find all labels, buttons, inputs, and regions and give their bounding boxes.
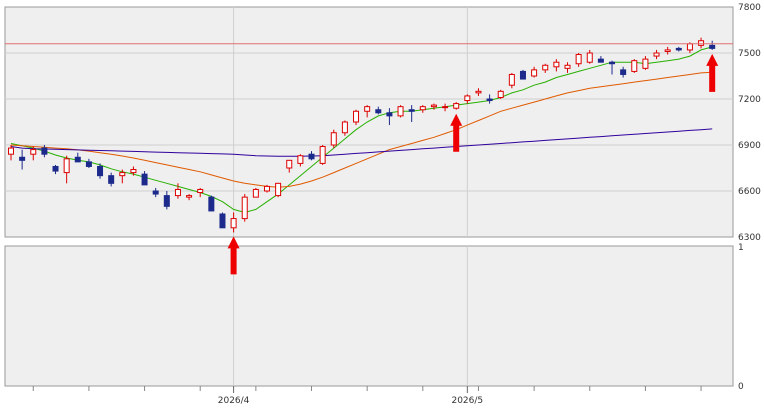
y-tick-label: 7500	[738, 49, 761, 59]
candle-body	[564, 64, 571, 69]
volume-tick-label: 0	[738, 382, 744, 392]
x-axis-ticks: 2026/4 2026/5	[32, 386, 702, 406]
candle-body	[397, 106, 404, 117]
candle-body	[698, 40, 705, 46]
buy-signal-arrow	[706, 53, 719, 92]
candle-body	[664, 49, 671, 52]
candle-body	[330, 132, 337, 146]
x-tick-label: 2026/5	[451, 396, 483, 406]
candle-body	[208, 196, 215, 212]
candle-body	[319, 146, 326, 164]
candle-body	[508, 73, 515, 86]
candle-body	[241, 196, 248, 220]
candle-body	[709, 44, 716, 49]
candle-body	[230, 218, 237, 229]
candle-body	[30, 149, 37, 155]
y-tick-label: 7800	[738, 3, 761, 13]
x-tick-label: 2026/4	[218, 396, 250, 406]
volume-panel	[4, 245, 734, 387]
candle-body	[597, 58, 604, 63]
candle-body	[119, 172, 126, 177]
candle-body	[453, 103, 460, 109]
moving-average-line	[10, 71, 713, 188]
candle-body	[686, 43, 693, 51]
candle-body	[642, 58, 649, 69]
y-tick-label: 6600	[738, 187, 761, 197]
price-panel	[4, 6, 734, 238]
candle-body	[486, 98, 493, 102]
y-tick-label: 7200	[738, 95, 761, 105]
candle-body	[675, 47, 682, 51]
candle-body	[375, 109, 382, 114]
buy-signal-arrow	[450, 113, 463, 152]
candle-body	[575, 54, 582, 65]
candle-body	[364, 106, 371, 112]
candle-body	[52, 165, 59, 172]
signal-arrows	[227, 53, 719, 275]
candle-body	[197, 188, 204, 194]
candle-body	[553, 61, 560, 68]
candle-body	[542, 64, 549, 71]
y-tick-label: 6900	[738, 141, 761, 151]
candle-body	[19, 156, 26, 161]
moving-average-line	[10, 128, 713, 157]
candle-body	[464, 95, 471, 102]
candle-body	[74, 156, 81, 163]
candle-body	[631, 60, 638, 72]
candle-body	[609, 61, 616, 65]
candle-body	[97, 165, 104, 177]
candle-body	[497, 90, 504, 98]
candle-body	[163, 195, 170, 207]
candle-body	[85, 161, 92, 167]
candle-body	[531, 69, 538, 77]
candle-body	[130, 169, 137, 174]
candle-body	[8, 147, 14, 155]
candle-body	[186, 195, 193, 198]
candle-body	[353, 110, 360, 123]
candle-body	[63, 158, 70, 174]
candle-body	[442, 106, 449, 109]
candlesticks	[8, 37, 716, 233]
moving-average-lines	[10, 46, 713, 214]
candle-body	[308, 153, 315, 160]
candle-body	[620, 69, 627, 75]
candle-body	[519, 70, 526, 80]
candle-body	[141, 173, 148, 186]
candle-body	[653, 52, 660, 57]
candle-body	[152, 190, 159, 195]
volume-axis-tick-labels: 10	[738, 243, 744, 392]
candle-body	[386, 112, 393, 117]
y-axis-tick-labels: 7800 7500 7200 6900 6600 6300	[738, 3, 761, 243]
candle-body	[430, 104, 437, 108]
candle-body	[408, 109, 415, 112]
candle-body	[252, 188, 259, 198]
candle-body	[275, 182, 282, 197]
candle-body	[475, 90, 482, 94]
y-tick-label: 6300	[738, 233, 761, 243]
candle-body	[419, 106, 426, 111]
moving-average-line	[10, 46, 713, 214]
candle-body	[219, 213, 226, 229]
candle-body	[174, 188, 181, 197]
candle-body	[297, 155, 304, 164]
volume-tick-label: 1	[738, 243, 744, 253]
candle-body	[41, 147, 48, 155]
candle-body	[586, 52, 593, 63]
candle-body	[341, 121, 348, 134]
candle-body	[108, 175, 115, 184]
candle-body	[286, 159, 293, 169]
buy-signal-arrow	[227, 236, 240, 275]
candle-body	[263, 185, 270, 192]
